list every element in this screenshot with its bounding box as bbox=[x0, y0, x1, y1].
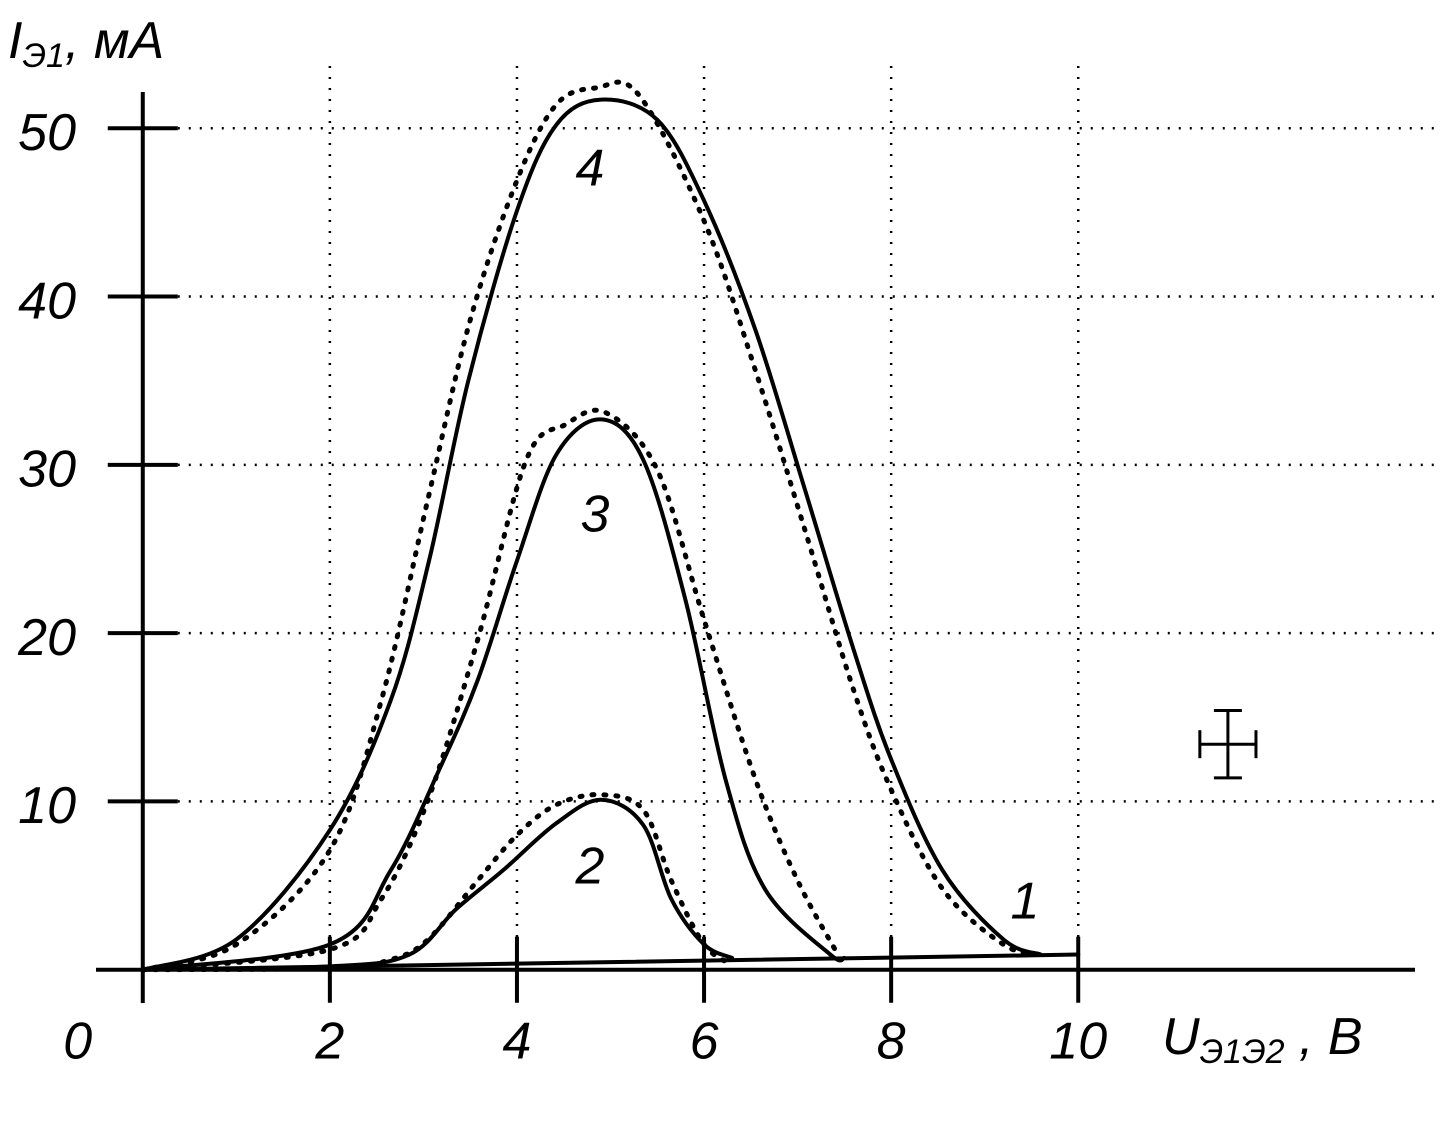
y-axis-label: IЭ1, мА bbox=[8, 12, 164, 75]
series-line bbox=[140, 407, 838, 973]
series-line bbox=[140, 792, 735, 973]
x-label-sub: Э1Э2 bbox=[1200, 1033, 1285, 1071]
y-label-sub: Э1 bbox=[22, 37, 65, 75]
series-line bbox=[140, 97, 1043, 972]
series-line bbox=[140, 79, 1044, 973]
y-tick-label: 10 bbox=[18, 777, 76, 835]
x-label-unit: , В bbox=[1285, 1008, 1363, 1066]
y-label-unit: , мА bbox=[65, 12, 164, 70]
y-tick-label: 50 bbox=[18, 104, 76, 162]
x-tick-label: 6 bbox=[690, 1013, 719, 1071]
curve-label: 2 bbox=[575, 838, 605, 896]
x-tick-label: 8 bbox=[877, 1013, 906, 1071]
x-tick-label: 2 bbox=[314, 1013, 344, 1071]
series-line bbox=[140, 417, 847, 972]
x-tick-label: 0 bbox=[63, 1013, 92, 1071]
curve-label: 3 bbox=[581, 486, 610, 544]
x-label-main: U bbox=[1162, 1008, 1200, 1066]
y-tick-label: 20 bbox=[17, 609, 76, 667]
curve-label: 1 bbox=[1011, 873, 1040, 931]
x-tick-label: 4 bbox=[502, 1013, 531, 1071]
x-tick-label: 10 bbox=[1049, 1013, 1107, 1071]
curve-label: 4 bbox=[576, 140, 605, 198]
y-tick-label: 40 bbox=[18, 272, 76, 330]
y-label-main: I bbox=[8, 12, 22, 70]
y-tick-label: 30 bbox=[18, 441, 76, 499]
x-axis-label: UЭ1Э2 , В bbox=[1162, 1008, 1363, 1071]
